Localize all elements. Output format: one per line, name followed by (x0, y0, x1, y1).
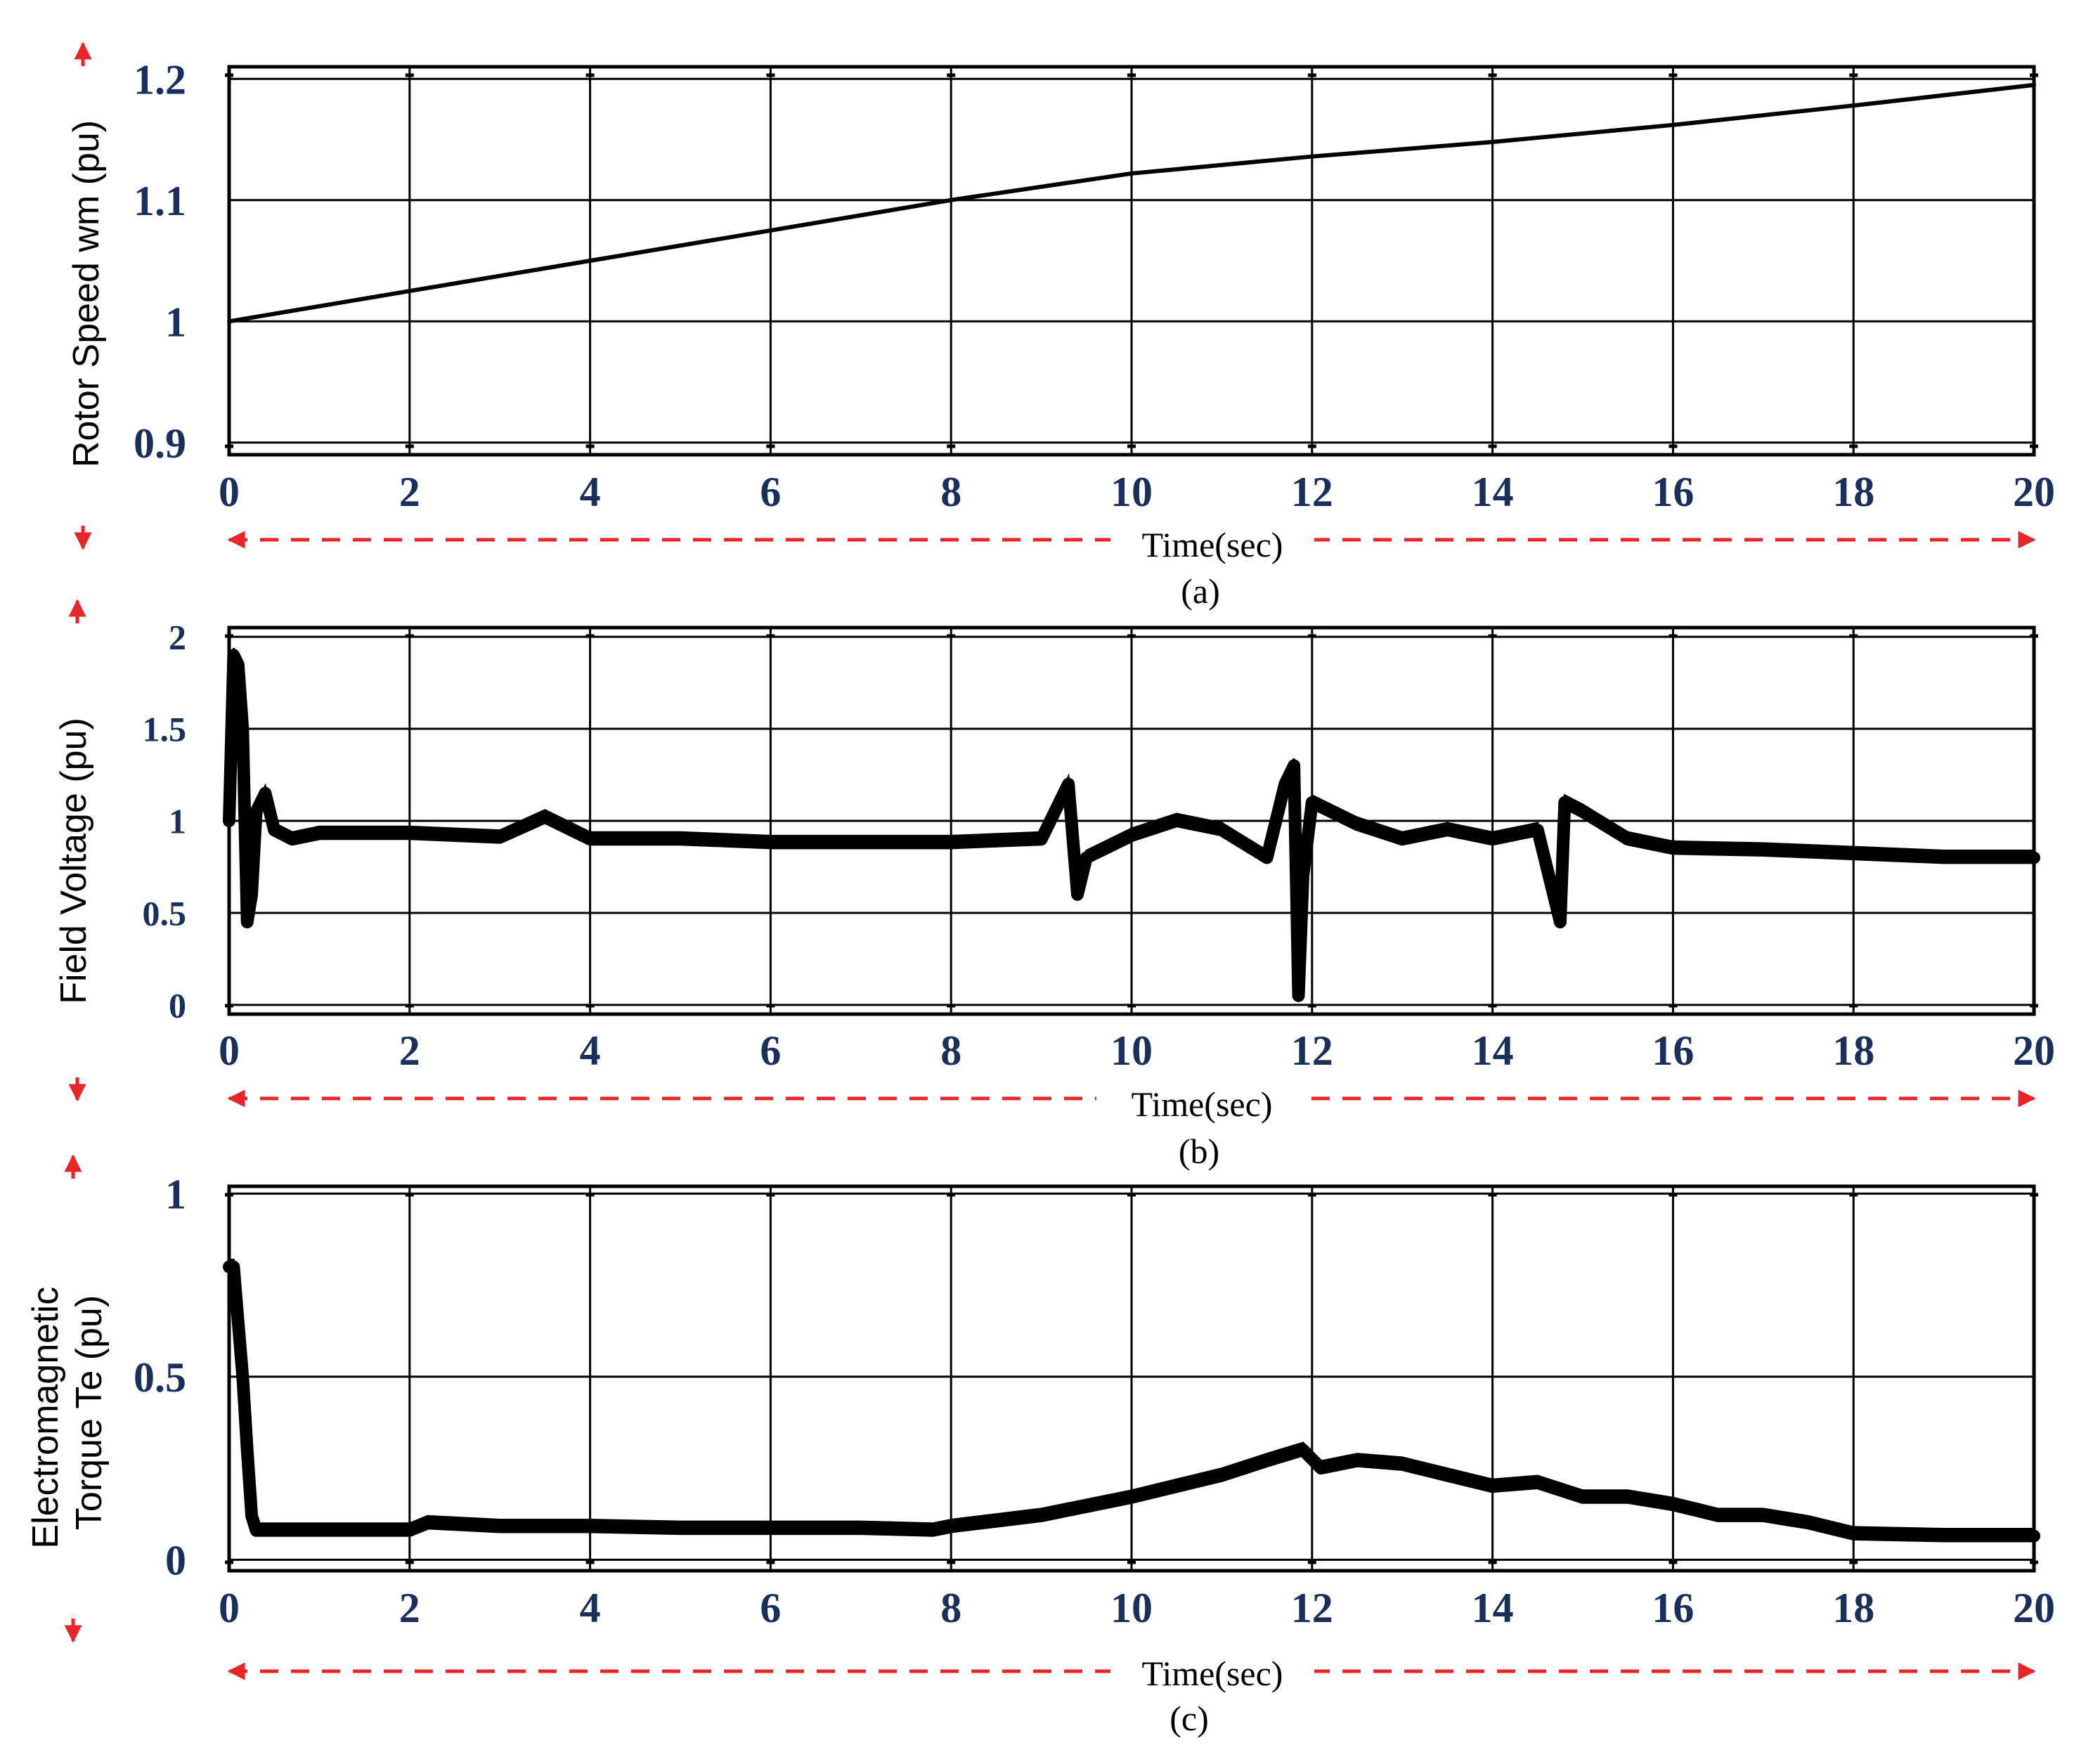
torque-x-tick-label: 14 (1472, 1585, 1514, 1631)
torque-trace (223, 1260, 2040, 1543)
rotor-speed-trace (227, 82, 2036, 324)
field-voltage-x-tick-label: 12 (1291, 1027, 1333, 1074)
field-voltage-grid (225, 628, 2038, 1014)
field-voltage-y-axis-label: Field Voltage (pu) (53, 718, 94, 1004)
torque-y-tick-label: 0.5 (134, 1354, 186, 1401)
rotor-speed-x-tick-label: 16 (1652, 469, 1694, 515)
rotor-speed-x-tick-label: 2 (399, 469, 420, 515)
rotor-speed-y-tick-label: 0.9 (134, 420, 186, 467)
torque-x-tick-label: 16 (1652, 1585, 1694, 1631)
rotor-speed-chart: 0 2 4 6 8 10 12 14 16 18 20 0.9 1 1.1 1.2 Rotor Speed… (66, 41, 2055, 611)
torque-x-tick-labels: 0 2 4 6 8 10 12 14 16 18 20 (219, 1585, 2055, 1631)
torque-chart: 0 2 4 6 8 10 12 14 16 18 20 00.51 Electromagnetic … (25, 1154, 2055, 1738)
field-voltage-x-label-backing (1096, 1072, 1300, 1131)
field-voltage-x-tick-label: 10 (1110, 1027, 1153, 1074)
torque-x-tick-label: 10 (1110, 1585, 1153, 1631)
rotor-speed-x-tick-label: 10 (1110, 469, 1153, 515)
field-voltage-x-tick-label: 8 (940, 1027, 961, 1074)
rotor-speed-y-tick-label: 1.1 (134, 178, 186, 224)
torque-x-tick-label: 20 (2013, 1585, 2055, 1631)
field-voltage-plot-frame (227, 625, 2036, 1016)
rotor-speed-border (227, 65, 2036, 457)
torque-x-tick-label: 12 (1291, 1585, 1333, 1631)
rotor-speed-y-tick-label: 1 (165, 299, 186, 345)
field-voltage-x-tick-label: 6 (760, 1027, 781, 1074)
torque-trace-detail (229, 1259, 2034, 1530)
torque-plot-frame (227, 1184, 2036, 1573)
torque-axis-arrows (64, 1154, 2036, 1680)
torque-x-tick-label: 6 (760, 1585, 781, 1631)
rotor-speed-x-tick-labels: 0 2 4 6 8 10 12 14 16 18 20 (219, 469, 2055, 515)
field-voltage-x-tick-labels: 0 2 4 6 8 10 12 14 16 18 20 (219, 1027, 2055, 1074)
torque-series (223, 1259, 2040, 1543)
rotor-speed-x-tick-label: 6 (760, 469, 781, 515)
field-voltage-chart: 0 2 4 6 8 10 12 14 16 18 20 0 0.5 1 1.5 2 Field Voltag… (53, 599, 2055, 1171)
field-voltage-y-tick-label: 1 (169, 802, 186, 841)
torque-x-tick-label: 8 (940, 1585, 961, 1631)
field-voltage-border (227, 625, 2036, 1016)
rotor-speed-x-tick-label: 8 (940, 469, 961, 515)
rotor-speed-plot-frame (227, 65, 2036, 457)
field-voltage-x-tick-label: 14 (1472, 1027, 1514, 1074)
torque-x-tick-label: 4 (580, 1585, 601, 1631)
field-voltage-x-tick-label: 4 (580, 1027, 601, 1074)
rotor-speed-x-tick-label: 4 (580, 469, 601, 515)
rotor-speed-y-tick-label: 1.2 (134, 56, 186, 103)
torque-x-label-backing (1110, 1640, 1314, 1699)
field-voltage-x-tick-label: 0 (219, 1027, 240, 1074)
torque-y-tick-label: 0 (165, 1537, 186, 1583)
torque-border (227, 1184, 2036, 1573)
torque-x-tick-label: 2 (399, 1585, 420, 1631)
field-voltage-x-tick-label: 18 (1832, 1027, 1874, 1074)
rotor-speed-x-tick-label: 18 (1832, 469, 1874, 515)
torque-y-axis-label: Electromagnetic Torque Te (pu) (25, 1276, 110, 1548)
torque-y-axis-label-line1: Electromagnetic (25, 1287, 66, 1549)
field-voltage-y-tick-labels: 0 0.5 1 1.5 2 (143, 618, 187, 1025)
field-voltage-x-tick-label: 16 (1652, 1027, 1694, 1074)
torque-x-tick-label: 0 (219, 1585, 240, 1631)
panel-a-caption: (a) (1181, 571, 1220, 611)
rotor-speed-x-tick-label: 0 (219, 469, 240, 515)
panel-c-caption: (c) (1170, 1699, 1209, 1738)
field-voltage-x-tick-label: 20 (2013, 1027, 2055, 1074)
panel-b-caption: (b) (1179, 1131, 1219, 1171)
rotor-speed-y-tick-labels: 0.9 1 1.1 1.2 (134, 56, 186, 467)
field-voltage-series (223, 647, 2040, 1002)
torque-y-tick-label: 1 (165, 1171, 186, 1217)
field-voltage-y-tick-label: 2 (169, 618, 186, 657)
torque-y-tick-labels: 00.51 (134, 1171, 186, 1583)
torque-x-axis-label: Time(sec) (1142, 1654, 1283, 1693)
rotor-speed-y-axis-label: Rotor Speed wm (pu) (66, 120, 107, 467)
field-voltage-y-tick-label: 0.5 (143, 893, 187, 933)
rotor-speed-series (227, 82, 2036, 324)
field-voltage-trace-detail (228, 647, 2034, 989)
field-voltage-x-axis-label: Time(sec) (1132, 1084, 1273, 1124)
rotor-speed-x-tick-label: 20 (2013, 469, 2055, 515)
torque-y-axis-label-line2: Torque Te (pu) (69, 1295, 110, 1530)
field-voltage-y-tick-label: 0 (169, 985, 186, 1025)
rotor-speed-x-tick-label: 12 (1291, 469, 1333, 515)
rotor-speed-x-tick-label: 14 (1472, 469, 1514, 515)
rotor-speed-grid (225, 67, 2038, 455)
torque-x-tick-label: 18 (1832, 1585, 1874, 1631)
field-voltage-x-tick-label: 2 (399, 1027, 420, 1074)
field-voltage-y-tick-label: 1.5 (143, 710, 187, 749)
rotor-speed-x-label-backing (1110, 513, 1314, 572)
rotor-speed-x-axis-label: Time(sec) (1142, 525, 1283, 564)
